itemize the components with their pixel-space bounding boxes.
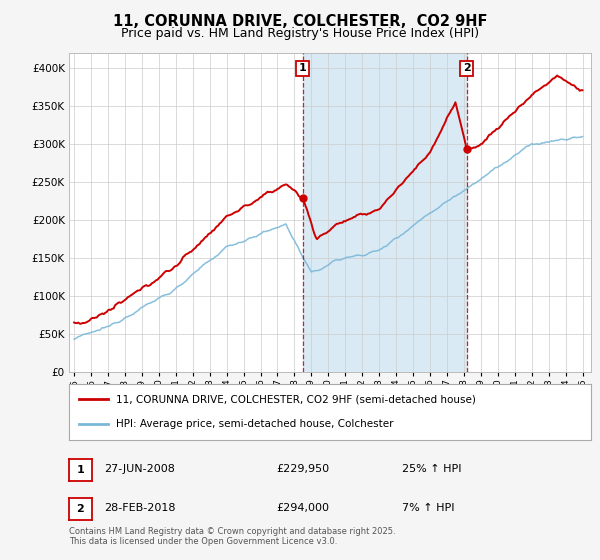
Text: 11, CORUNNA DRIVE, COLCHESTER, CO2 9HF (semi-detached house): 11, CORUNNA DRIVE, COLCHESTER, CO2 9HF (… [116,394,476,404]
Text: 11, CORUNNA DRIVE, COLCHESTER,  CO2 9HF: 11, CORUNNA DRIVE, COLCHESTER, CO2 9HF [113,14,487,29]
Text: 28-FEB-2018: 28-FEB-2018 [104,503,175,513]
Text: £229,950: £229,950 [276,464,329,474]
Text: 1: 1 [299,63,307,73]
Text: 7% ↑ HPI: 7% ↑ HPI [402,503,455,513]
Bar [303,53,467,372]
Text: HPI: Average price, semi-detached house, Colchester: HPI: Average price, semi-detached house,… [116,419,394,429]
Text: 2: 2 [463,63,470,73]
Text: 2: 2 [77,504,84,514]
Text: Price paid vs. HM Land Registry's House Price Index (HPI): Price paid vs. HM Land Registry's House … [121,27,479,40]
Text: 27-JUN-2008: 27-JUN-2008 [104,464,175,474]
Text: 1: 1 [77,465,84,475]
Text: £294,000: £294,000 [276,503,329,513]
Text: Contains HM Land Registry data © Crown copyright and database right 2025.
This d: Contains HM Land Registry data © Crown c… [69,526,395,546]
Text: 25% ↑ HPI: 25% ↑ HPI [402,464,461,474]
